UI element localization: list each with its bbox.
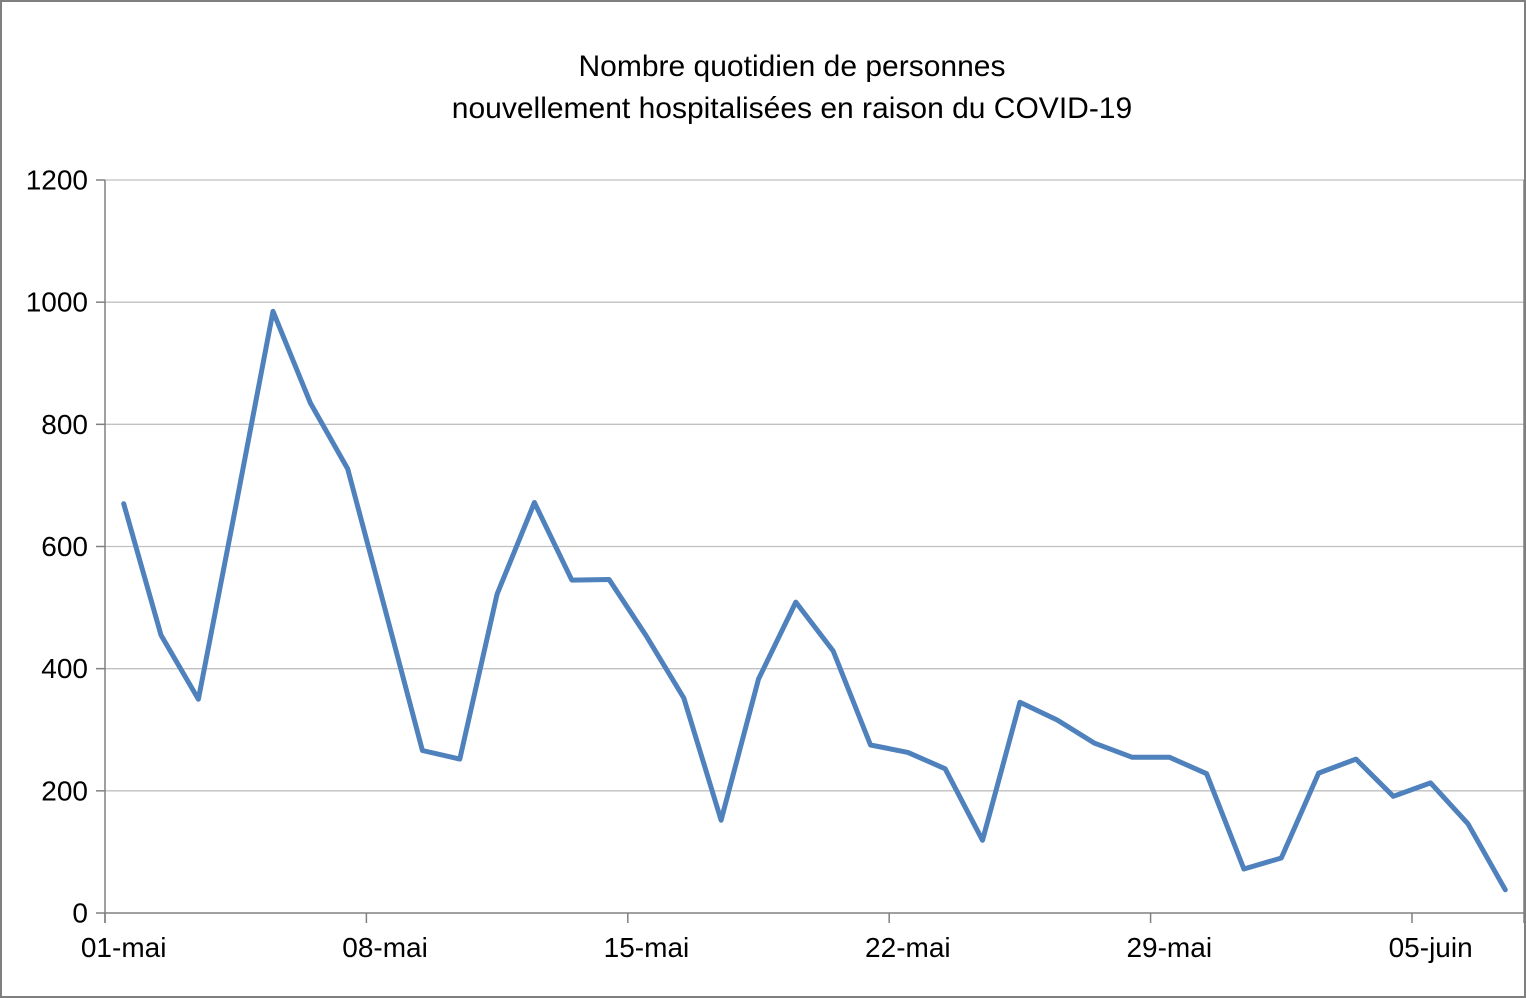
y-tick-label-1000: 1000 [26,287,88,318]
y-tick-label-200: 200 [41,775,88,806]
series-line-hospitalisations [121,308,1508,893]
x-tick-label-4: 29-mai [1126,932,1212,963]
x-tick-label-0: 01-mai [81,932,167,963]
chart-title-line-2: nouvellement hospitalisées en raison du … [451,92,1133,125]
y-tick-label-800: 800 [41,409,88,440]
y-tick-label-600: 600 [41,531,88,562]
x-tick-label-5: 05-juin [1389,932,1473,963]
y-tick-label-1200: 1200 [26,165,88,196]
chart-title: Nombre quotidien de personnes nouvelleme… [62,46,1522,130]
x-tick-label-2: 15-mai [604,932,690,963]
y-tick-label-0: 0 [72,898,88,929]
x-tick-label-3: 22-mai [865,932,951,963]
x-tick-label-1: 08-mai [342,932,428,963]
y-tick-label-400: 400 [41,653,88,684]
chart-title-line-1: Nombre quotidien de personnes [578,50,1006,83]
